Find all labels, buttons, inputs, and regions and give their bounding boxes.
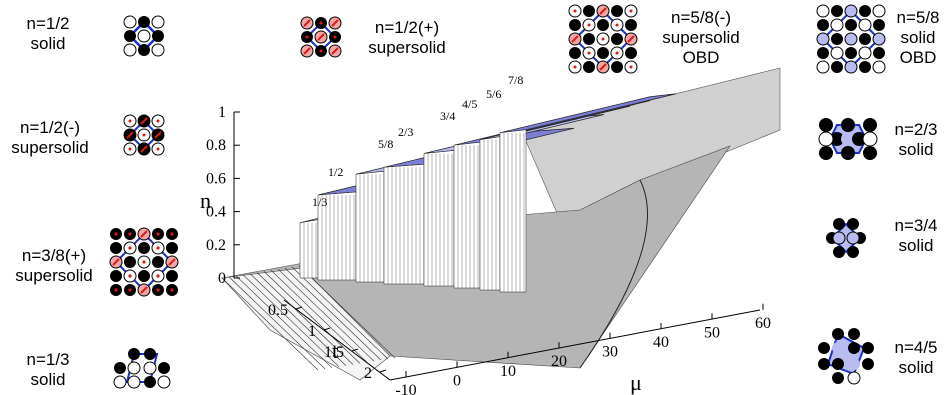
label-line: n=1/2(-) (20, 118, 80, 137)
mu-tick-label: 30 (602, 344, 618, 361)
lattice-n58-minus-supersolid (566, 2, 640, 76)
surface-plot: 1 0.8 0.6 0.4 0.2 0 n 0.5 1 1.5 2 t -10 0 10 20 30 40… (200, 60, 800, 395)
label-n38-plus-supersolid: n=3/8(+) supersolid (4, 246, 104, 286)
label-n12-plus-supersolid: n=1/2(+) supersolid (352, 18, 462, 58)
floor-grid-line (242, 274, 340, 367)
floor-grid-line (221, 277, 319, 371)
label-line: n=3/8(+) (21, 246, 87, 265)
label-line: solid (30, 34, 66, 53)
plateau-riser (355, 170, 385, 283)
label-line: n=2/3 (894, 120, 938, 139)
plateau-label: 7/8 (508, 73, 523, 87)
label-n12-solid: n=1/2 solid (8, 14, 88, 54)
t-tick-label: 2 (364, 365, 372, 382)
label-line: solid (898, 140, 934, 159)
mu-tick-label: 40 (653, 334, 669, 351)
lattice-n45-solid (816, 326, 876, 386)
label-n34-solid: n=3/4 solid (884, 216, 948, 256)
label-n12-minus-supersolid: n=1/2(-) supersolid (0, 118, 100, 158)
label-n13-solid: n=1/3 solid (8, 350, 88, 390)
ramp-edge (579, 179, 648, 369)
lattice-n23-solid (816, 114, 882, 164)
lattice-n12-plus-supersolid (298, 14, 344, 60)
z-tick-label: 0.2 (206, 237, 226, 254)
label-n23-solid: n=2/3 solid (884, 120, 948, 160)
z-tick-label: 0 (218, 270, 226, 287)
plateau-label: 5/6 (486, 87, 501, 101)
floor-grid-line (249, 273, 347, 366)
floor-grid-line (270, 270, 368, 363)
mu-tick-label: 60 (755, 315, 771, 332)
t-axis-label: t (332, 338, 338, 363)
label-line: n=1/2(+) (374, 18, 440, 37)
plateau-label: 3/4 (440, 109, 455, 123)
label-line: n=3/4 (894, 216, 938, 235)
t-tick (295, 306, 303, 310)
plateau-label: 2/3 (398, 125, 413, 139)
plateau-label: 4/5 (462, 97, 477, 111)
z-tick-label: 1 (218, 104, 226, 121)
lattice-n13-solid (112, 345, 172, 391)
t-tick-label: 1.5 (324, 344, 344, 361)
label-line: supersolid (15, 266, 93, 285)
mu-tick-label: 20 (551, 353, 567, 370)
plateau-label: 1/2 (328, 165, 343, 179)
floor-grid-line (291, 266, 389, 360)
label-line: n=4/5 (894, 338, 938, 357)
plateau-riser (499, 129, 527, 293)
floor-grid-line (256, 272, 354, 365)
z-tick-label: 0.6 (206, 170, 226, 187)
plateau-label: 5/8 (378, 137, 393, 151)
mu-tick-label: 50 (704, 324, 720, 341)
label-line: supersolid (368, 38, 446, 57)
t-tick (379, 369, 387, 373)
plateau-riser (423, 150, 455, 287)
mu-axis-label: μ (630, 370, 642, 395)
label-line: n=1/3 (26, 350, 70, 369)
lattice-n58-solid (814, 2, 888, 76)
lattice-n34-solid (822, 214, 870, 262)
t-tick (351, 348, 359, 352)
t-axis-line (283, 299, 391, 381)
floor-grid-line (277, 268, 375, 362)
plateau-riser (479, 136, 501, 291)
lattice-n12-minus-supersolid (122, 112, 166, 158)
floor-grid-line (263, 271, 361, 364)
z-tick-label: 0.8 (206, 137, 226, 154)
t-tick-label: 1 (308, 323, 316, 340)
z-axis-label: n (200, 188, 211, 213)
t-tick-label: 0.5 (268, 302, 288, 319)
label-line: solid (898, 358, 934, 377)
label-line: n=1/2 (26, 14, 70, 33)
floor-grid-line (228, 276, 326, 370)
label-line: n=5/8(-) (671, 8, 731, 27)
lattice-n38-plus-supersolid (108, 226, 180, 298)
floor-grid-line (235, 275, 333, 369)
label-line: OBD (682, 48, 720, 67)
mu-tick-label: 0 (453, 372, 461, 389)
label-line: solid (900, 28, 936, 47)
t-tick (323, 327, 331, 331)
label-line: supersolid (11, 138, 89, 157)
mu-axis-line (389, 309, 761, 381)
mu-tick-label: -10 (395, 382, 416, 395)
label-line: solid (898, 236, 934, 255)
plateau-riser (299, 219, 319, 279)
label-n45-solid: n=4/5 solid (884, 338, 948, 378)
floor-grid-line (284, 267, 382, 361)
z-tick-label: 0.4 (206, 204, 226, 221)
surface-back (521, 67, 781, 221)
label-n58-solid-obd: n=5/8 solid OBD (886, 8, 950, 68)
label-line: solid (30, 370, 66, 389)
mu-tick-label: 10 (500, 363, 516, 380)
label-line: n=5/8 (896, 8, 940, 27)
floor-grid-line (298, 265, 396, 359)
label-n58-minus-supersolid: n=5/8(-) supersolid OBD (646, 8, 756, 68)
label-line: supersolid (662, 28, 740, 47)
label-line: OBD (899, 48, 937, 67)
plateau-label: 1/3 (312, 195, 327, 209)
lattice-n12-solid (122, 14, 166, 58)
